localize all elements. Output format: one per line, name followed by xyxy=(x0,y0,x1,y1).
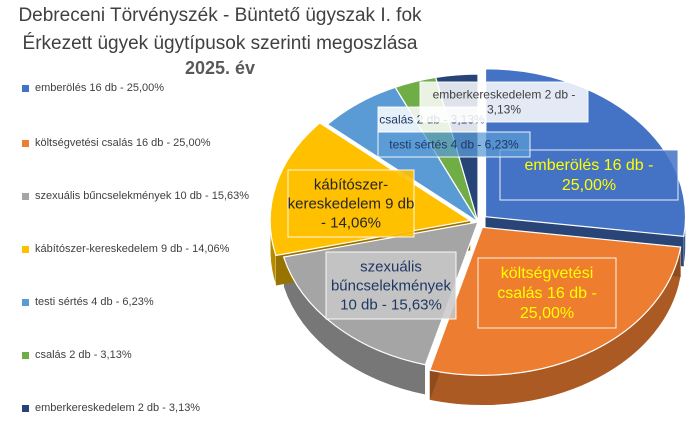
data-label-line: 10 db - 15,63% xyxy=(340,296,442,313)
legend-swatch xyxy=(22,84,29,92)
data-label-line: testi sértés 4 db - 6,23% xyxy=(389,137,519,151)
legend-swatch xyxy=(22,298,29,306)
data-label-szexualis: szexuális bűncselekmények 10 db - 15,63% xyxy=(325,251,457,320)
data-label-line: - 14,06% xyxy=(321,214,381,231)
data-label-emberoles: emberölés 16 db - 25,00% xyxy=(499,149,679,201)
legend-item-koltsegvetesi-csalas: költségvetési csalás 16 db - 25,00% xyxy=(22,135,211,151)
data-label-box xyxy=(499,149,679,201)
legend-item-emberoles: emberölés 16 db - 25,00% xyxy=(22,80,164,96)
data-label-line: 25,00% xyxy=(520,305,574,322)
legend-label: költségvetési csalás 16 db - 25,00% xyxy=(35,137,211,149)
data-label-testi-sertes: testi sértés 4 db - 6,23% xyxy=(377,131,531,158)
data-label-line: emberkereskedelem 2 db - xyxy=(433,87,576,101)
data-label-line: költségvetési xyxy=(501,265,594,282)
data-label-line: szexuális xyxy=(360,258,422,275)
legend-swatch xyxy=(22,404,29,412)
legend-swatch xyxy=(22,245,29,253)
data-label-box xyxy=(287,169,415,238)
data-label-line: bűncselekmények xyxy=(331,277,452,294)
data-label-kabitoszer: kábítószer-kereskedelem 9 db - 14,06% xyxy=(287,169,415,238)
data-label-line: 25,00% xyxy=(562,177,616,194)
legend-item-csalas: csalás 2 db - 3,13% xyxy=(22,347,132,363)
legend-label: szexuális bűncselekmények 10 db - 15,63% xyxy=(35,190,250,202)
legend-label: testi sértés 4 db - 6,23% xyxy=(35,296,154,308)
legend-item-szexualis: szexuális bűncselekmények 10 db - 15,63% xyxy=(22,188,249,204)
legend-swatch xyxy=(22,139,29,147)
data-label-box xyxy=(377,131,531,158)
legend-item-emberkereskedelem: emberkereskedelem 2 db - 3,13% xyxy=(22,400,200,416)
legend-label: csalás 2 db - 3,13% xyxy=(35,349,132,361)
data-label-line: kábítószer- xyxy=(314,176,388,193)
legend-swatch xyxy=(22,192,29,200)
chart-subtitle: Érkezett ügyek ügytípusok szerinti megos… xyxy=(22,33,418,54)
legend-label: emberkereskedelem 2 db - 3,13% xyxy=(35,402,201,414)
data-label-emberkereskedelem: emberkereskedelem 2 db -3,13% xyxy=(419,81,589,123)
data-label-box xyxy=(419,81,589,123)
legend-item-testi-sertes: testi sértés 4 db - 6,23% xyxy=(22,294,154,310)
legend-label: kábítószer-kereskedelem 9 db - 14,06% xyxy=(35,243,230,255)
data-label-box xyxy=(477,257,617,329)
chart-title-block: Debreceni Törvényszék - Büntető ügyszak … xyxy=(0,4,440,80)
data-label-koltsegvetesi-csalas: költségvetési csalás 16 db - 25,00% xyxy=(477,257,617,329)
data-label-line: emberölés 16 db - xyxy=(525,157,654,174)
legend-item-kabitoszer: kábítószer-kereskedelem 9 db - 14,06% xyxy=(22,241,229,257)
chart-year-label: 2025. év xyxy=(184,58,256,78)
data-label-box xyxy=(325,251,457,320)
chart-title: Debreceni Törvényszék - Büntető ügyszak … xyxy=(18,5,422,26)
pie-data-labels: emberölés 16 db - 25,00% költségvetési csal… xyxy=(287,81,679,329)
data-label-line: csalás 16 db - xyxy=(497,285,597,302)
data-label-line: 3,13% xyxy=(487,102,521,116)
legend-label: emberölés 16 db - 25,00% xyxy=(35,82,165,94)
legend-swatch xyxy=(22,351,29,359)
data-label-line: kereskedelem 9 db xyxy=(288,195,415,212)
